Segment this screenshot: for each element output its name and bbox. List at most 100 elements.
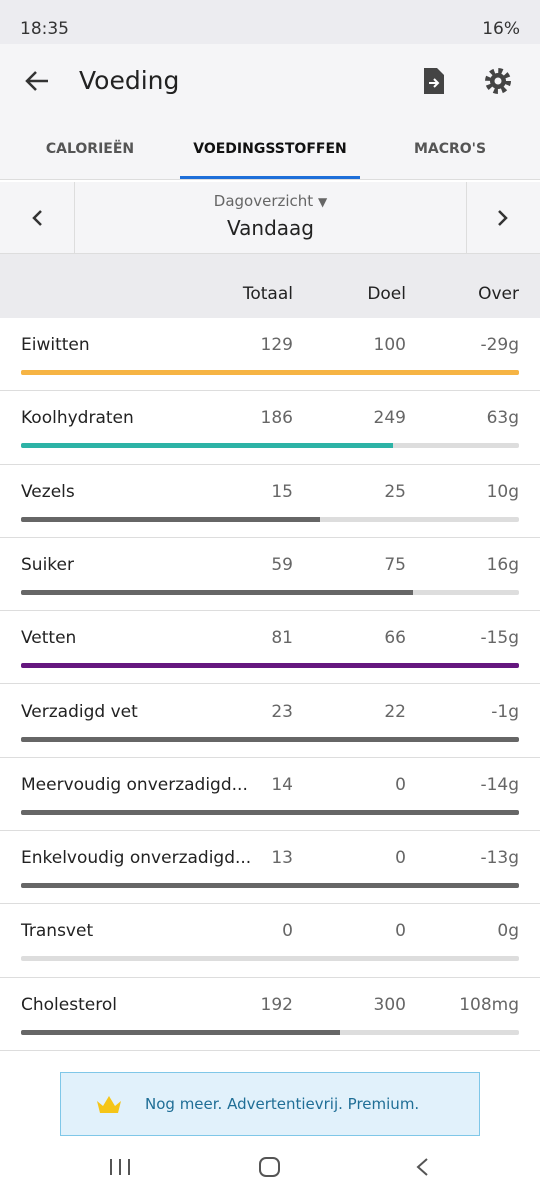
goal: 0 [395,848,406,869]
progress-track [21,370,519,375]
back-button[interactable] [24,69,50,93]
over: 10g [486,481,519,502]
total: 0 [282,921,293,942]
goal: 0 [395,921,406,942]
period-type[interactable]: Dagoverzicht ▼ [213,192,328,210]
over: -14g [480,774,519,795]
tab-bar: CALORIEËN VOEDINGSSTOFFEN MACRO'S [0,118,540,180]
battery: 16% [482,19,520,39]
goal: 66 [384,628,406,649]
over: 63g [486,408,519,429]
tab[interactable]: CALORIEËN [45,141,135,157]
progress-track [21,1029,519,1035]
nutrient-row: Enkelvoudig onverzadigd... 13 0 -13g [0,831,540,905]
progress-track [21,589,519,595]
title: Voeding [79,66,180,95]
total: 15 [271,481,293,502]
over: -13g [480,848,519,869]
nutrient-name: Transvet [21,921,94,942]
divider [466,182,467,254]
nutrient-name: Eiwitten [21,335,90,355]
crown-icon [97,1096,121,1113]
app-bar: Voeding [0,44,540,118]
nav-bar [0,1140,540,1200]
nutrient-row: Koolhydraten 186 249 63g [0,391,540,465]
prev-button[interactable] [30,209,44,227]
progress-fill [21,516,320,522]
total: 59 [271,554,293,575]
goal: 75 [384,554,406,575]
nutrient-row: Suiker 59 75 16g [0,538,540,612]
progress-track [21,516,519,522]
column-label: Doel [367,284,406,304]
total: 14 [271,774,293,795]
total: 186 [260,408,293,429]
over: -15g [480,628,519,649]
total: 192 [260,994,293,1015]
divider [74,182,75,254]
goal: 22 [384,701,406,722]
total: 23 [271,701,293,722]
period-type-label: Dagoverzicht [213,192,314,210]
nutrient-row: Transvet 0 0 0g [0,904,540,978]
date-selector: Dagoverzicht ▼ Vandaag [0,182,540,254]
settings-button[interactable] [484,67,512,95]
nutrient-name: Vetten [21,628,77,649]
nutrient-name: Enkelvoudig onverzadigd... [21,848,252,869]
nutrient-row: Meervoudig onverzadigd... 14 0 -14g [0,758,540,832]
recents-button[interactable] [108,1157,132,1177]
column-label: Totaal [242,284,293,304]
nutrient-name: Vezels [21,481,75,502]
progress-fill [21,736,519,742]
total: 13 [271,848,293,869]
progress-track [21,663,519,669]
progress-fill [21,883,519,889]
progress-track [21,809,519,815]
column-label: Over [478,284,519,304]
progress-track [21,736,519,742]
premium-banner[interactable]: Nog meer. Advertentievrij. Premium. [60,1072,480,1136]
nutrient-name: Cholesterol [21,994,117,1015]
goal: 25 [384,481,406,502]
over: -1g [491,701,519,722]
next-button[interactable] [496,209,510,227]
nutrient-row: Verzadigd vet 23 22 -1g [0,685,540,758]
progress-fill [21,663,519,669]
home-button[interactable] [258,1156,282,1178]
status-bar: 18:35 16% [0,0,540,44]
goal: 0 [395,774,406,795]
goal: 249 [373,408,406,429]
time: 18:35 [20,19,69,39]
over: 16g [486,554,519,575]
export-button[interactable] [422,66,446,96]
nutrient-name: Verzadigd vet [21,701,138,722]
progress-fill [21,370,519,375]
nutrient-name: Suiker [21,554,74,575]
over: -29g [480,335,519,355]
period: Vandaag [227,216,314,240]
goal: 100 [373,335,406,355]
progress-track [21,443,519,449]
tab-selected[interactable]: VOEDINGSSTOFFEN [193,141,347,157]
nutrient-row: Cholesterol 192 300 108mg [0,978,540,1051]
nutrient-row: Eiwitten 129 100 -29g [0,318,540,392]
progress-fill [21,1029,340,1035]
over: 0g [497,921,519,942]
banner-text: Nog meer. Advertentievrij. Premium. [145,1095,420,1113]
nutrient-row: Vezels 15 25 10g [0,465,540,538]
nutrient-name: Koolhydraten [21,408,134,429]
over: 108mg [459,994,519,1015]
nutrient-row: Vetten 81 66 -15g [0,611,540,685]
total: 129 [260,335,293,355]
tab[interactable]: MACRO'S [413,141,487,157]
progress-fill [21,809,519,815]
total: 81 [271,628,293,649]
goal: 300 [373,994,406,1015]
back-nav-button[interactable] [414,1157,430,1177]
progress-fill [21,443,393,449]
tab-indicator [180,176,360,179]
nutrient-name: Meervoudig onverzadigd... [21,774,248,795]
progress-fill [21,589,413,595]
column-header: Totaal Doel Over [0,254,540,318]
